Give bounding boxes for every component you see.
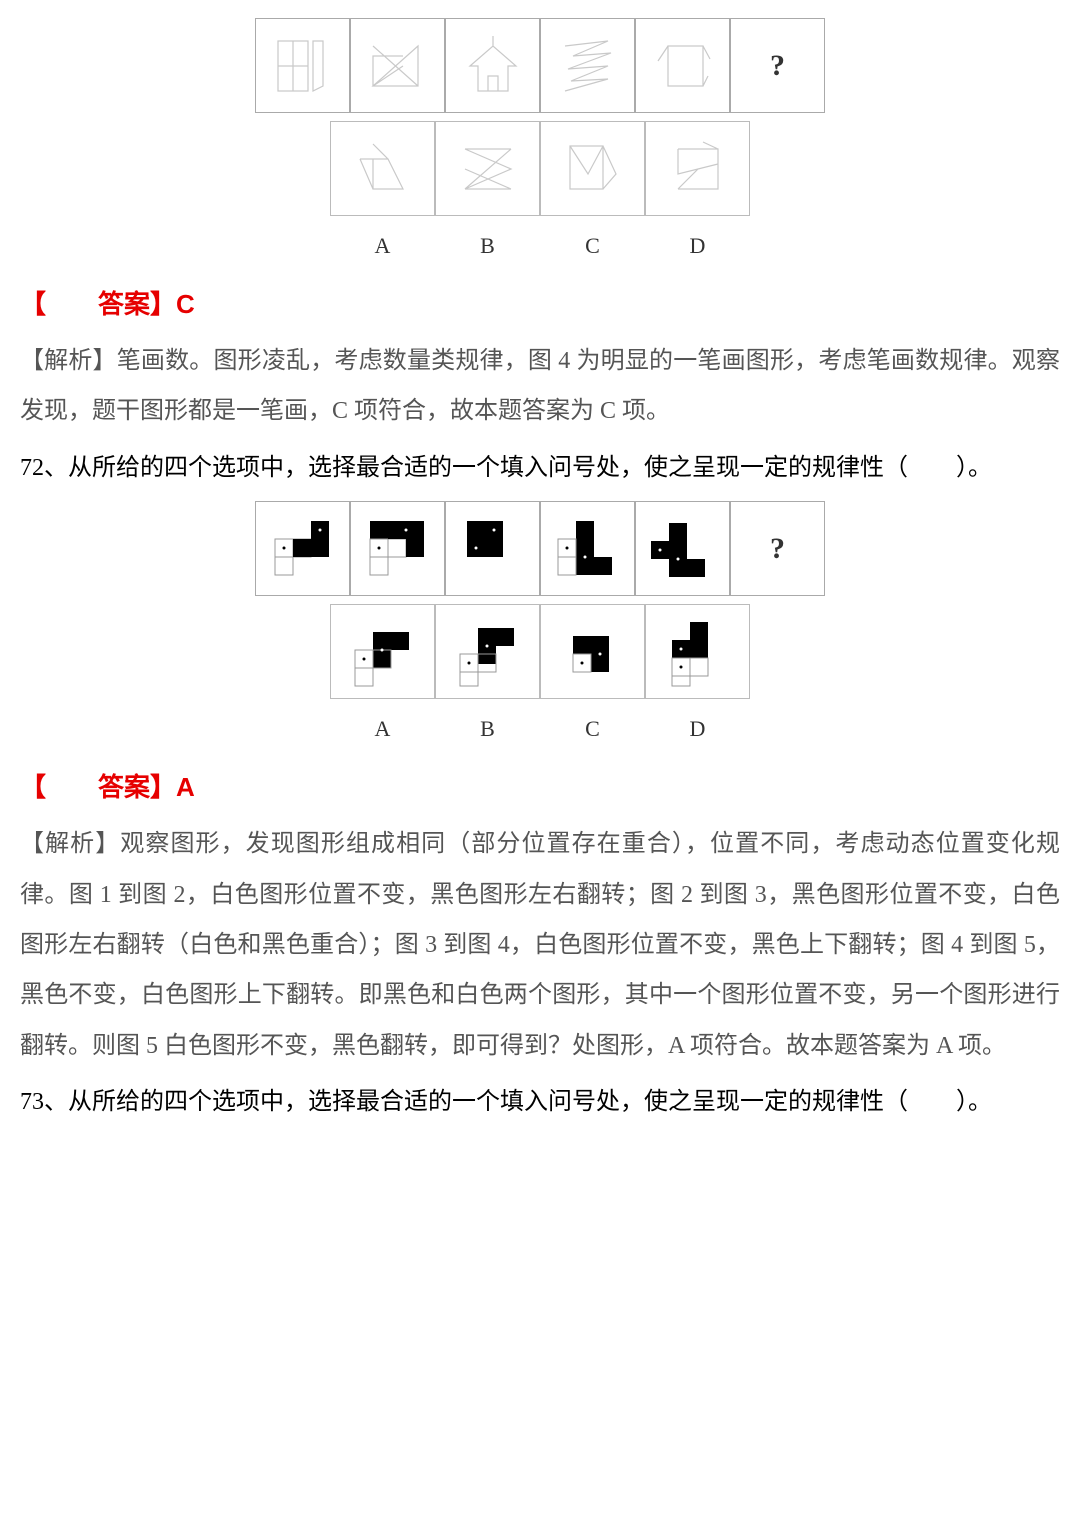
q71-sequence-row: ?: [20, 18, 1060, 113]
q72-options-row: [20, 604, 1060, 699]
q72-opt-b: [435, 604, 540, 699]
q71-opt-c: [540, 121, 645, 216]
q71-answer: 【 答案】C: [20, 278, 1060, 330]
q71-question-mark: ?: [770, 36, 785, 96]
q71-opt-d: [645, 121, 750, 216]
q71-options-row: [20, 121, 1060, 216]
q71-label-c: C: [540, 224, 645, 268]
q72-seq-cell-3: [445, 501, 540, 596]
q73-question: 73、从所给的四个选项中，选择最合适的一个填入问号处，使之呈现一定的规律性（ ）…: [20, 1077, 1060, 1127]
q72-sequence-row: ?: [20, 501, 1060, 596]
q72-label-c: C: [540, 707, 645, 751]
q72-explain: 【解析】观察图形，发现图形组成相同（部分位置存在重合），位置不同，考虑动态位置变…: [20, 819, 1060, 1071]
q71-seq-cell-4: [540, 18, 635, 113]
q72-opt-a: [330, 604, 435, 699]
q71-label-b: B: [435, 224, 540, 268]
q71-option-labels: A B C D: [20, 224, 1060, 268]
q71-seq-cell-3: [445, 18, 540, 113]
q71-opt-b: [435, 121, 540, 216]
q72-opt-d: [645, 604, 750, 699]
q71-explain: 【解析】笔画数。图形凌乱，考虑数量类规律，图 4 为明显的一笔画图形，考虑笔画数…: [20, 336, 1060, 437]
q72-seq-cell-2: [350, 501, 445, 596]
q71-seq-cell-q: ?: [730, 18, 825, 113]
q72-question-mark: ?: [770, 519, 785, 579]
q72-question: 72、从所给的四个选项中，选择最合适的一个填入问号处，使之呈现一定的规律性（ ）…: [20, 443, 1060, 493]
q71-seq-cell-1: [255, 18, 350, 113]
q72-opt-c: [540, 604, 645, 699]
q72-option-labels: A B C D: [20, 707, 1060, 751]
q72-label-b: B: [435, 707, 540, 751]
q72-answer: 【 答案】A: [20, 761, 1060, 813]
q72-seq-cell-1: [255, 501, 350, 596]
q72-seq-cell-5: [635, 501, 730, 596]
q71-label-a: A: [330, 224, 435, 268]
q72-seq-cell-4: [540, 501, 635, 596]
q71-seq-cell-2: [350, 18, 445, 113]
q72-label-a: A: [330, 707, 435, 751]
q71-opt-a: [330, 121, 435, 216]
q71-seq-cell-5: [635, 18, 730, 113]
q72-seq-cell-q: ?: [730, 501, 825, 596]
q72-label-d: D: [645, 707, 750, 751]
q71-label-d: D: [645, 224, 750, 268]
